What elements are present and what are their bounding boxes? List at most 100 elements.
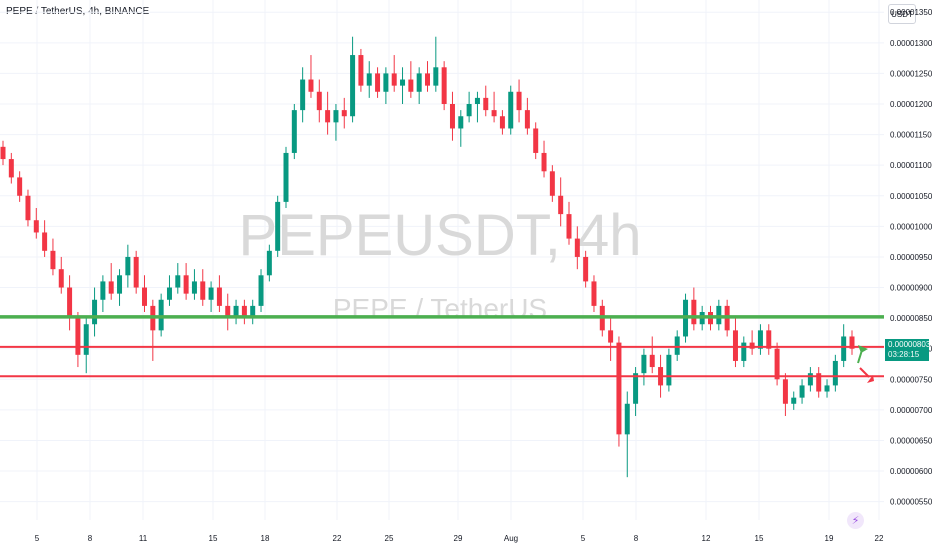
candle <box>433 36 439 92</box>
y-tick-label: 0.00000750 <box>890 375 932 384</box>
candle <box>691 287 697 331</box>
candle <box>8 152 14 184</box>
y-tick-label: 0.00000950 <box>890 253 932 262</box>
candle <box>325 91 331 135</box>
candle <box>541 140 547 178</box>
candle <box>58 256 64 294</box>
candle <box>491 91 497 123</box>
x-tick-label: 15 <box>755 534 764 543</box>
watermark-name: PEPE / TetherUS <box>333 293 547 324</box>
candle <box>358 48 364 92</box>
candle <box>33 208 39 239</box>
current-price-tag: 0.00000803 03:28:15 <box>885 338 930 361</box>
candle <box>300 67 306 123</box>
y-tick-label: 0.00001300 <box>890 39 932 48</box>
candle <box>533 122 539 160</box>
candle <box>807 367 813 392</box>
candle <box>849 330 855 355</box>
tradingview-lightning-icon[interactable]: ⚡ <box>847 512 864 529</box>
green-up-arrow-icon <box>857 345 868 364</box>
candle <box>42 220 48 257</box>
candle <box>416 67 422 104</box>
candle <box>674 330 680 361</box>
candle <box>649 336 655 374</box>
candle <box>633 367 639 416</box>
candle <box>408 61 414 98</box>
candle <box>766 324 772 355</box>
watermark-symbol: PEPEUSDT, 4h <box>239 203 642 268</box>
candle <box>749 330 755 355</box>
y-tick-label: 0.00001000 <box>890 222 932 231</box>
candle <box>782 373 788 416</box>
candle <box>50 238 56 276</box>
candle <box>283 146 289 208</box>
candle <box>483 85 489 117</box>
candle <box>117 269 123 306</box>
x-tick-label: 5 <box>35 534 40 543</box>
candle <box>524 97 530 135</box>
x-tick-label: 8 <box>634 534 639 543</box>
candle <box>516 79 522 123</box>
y-tick-label: 0.00001350 <box>890 8 932 17</box>
x-tick-label: 12 <box>702 534 711 543</box>
candle <box>366 61 372 98</box>
chart-title: PEPE / TetherUS, 4h, BINANCE <box>6 6 150 17</box>
candle <box>333 104 339 141</box>
x-tick-label: 8 <box>88 534 93 543</box>
candle <box>757 324 763 355</box>
x-axis: 5 8 11 15 18 22 25 29 Aug 5 8 12 15 19 22 <box>35 534 884 543</box>
candle <box>474 91 480 123</box>
candle <box>716 299 722 331</box>
candle <box>558 177 564 227</box>
candle <box>83 318 89 374</box>
candle <box>250 299 256 325</box>
candle <box>191 269 197 300</box>
x-tick-label: 22 <box>333 534 342 543</box>
y-tick-label: 0.00001100 <box>890 161 932 170</box>
candle <box>183 263 189 300</box>
candle <box>175 263 181 294</box>
x-tick-label: 18 <box>261 534 270 543</box>
candle <box>275 195 281 257</box>
candle <box>841 324 847 368</box>
x-tick-label: 5 <box>581 534 586 543</box>
candle <box>316 79 322 123</box>
horizontal-lines <box>0 315 884 378</box>
candle <box>225 293 231 331</box>
candle <box>341 97 347 129</box>
candle <box>591 275 597 312</box>
candle <box>499 110 505 135</box>
candle <box>308 55 314 98</box>
x-tick-label: 11 <box>139 534 148 543</box>
candle <box>816 367 822 398</box>
candle <box>233 299 239 325</box>
candle <box>441 61 447 111</box>
candle <box>608 318 614 361</box>
red-down-arrow-icon <box>859 367 874 383</box>
x-tick-label: 15 <box>209 534 218 543</box>
candle <box>258 269 264 312</box>
candle <box>641 348 647 386</box>
candle <box>383 67 389 104</box>
candle <box>400 67 406 104</box>
candle <box>67 275 73 331</box>
candle <box>425 61 430 92</box>
candle <box>100 275 106 312</box>
candle <box>108 263 114 300</box>
y-tick-label: 0.00000850 <box>890 314 932 323</box>
candle <box>616 336 622 447</box>
candle <box>291 104 297 160</box>
candle <box>266 244 272 282</box>
candle <box>133 250 139 294</box>
candle <box>466 91 472 123</box>
candle <box>17 171 23 202</box>
candle <box>391 55 397 92</box>
candle <box>583 250 589 288</box>
x-tick-label: 19 <box>825 534 834 543</box>
y-axis: 0.00001350 0.00001300 0.00001250 0.00001200… <box>890 8 932 506</box>
y-tick-label: 0.00000650 <box>890 436 932 445</box>
currency-selector[interactable]: USDT <box>888 4 916 24</box>
candle <box>0 140 6 166</box>
